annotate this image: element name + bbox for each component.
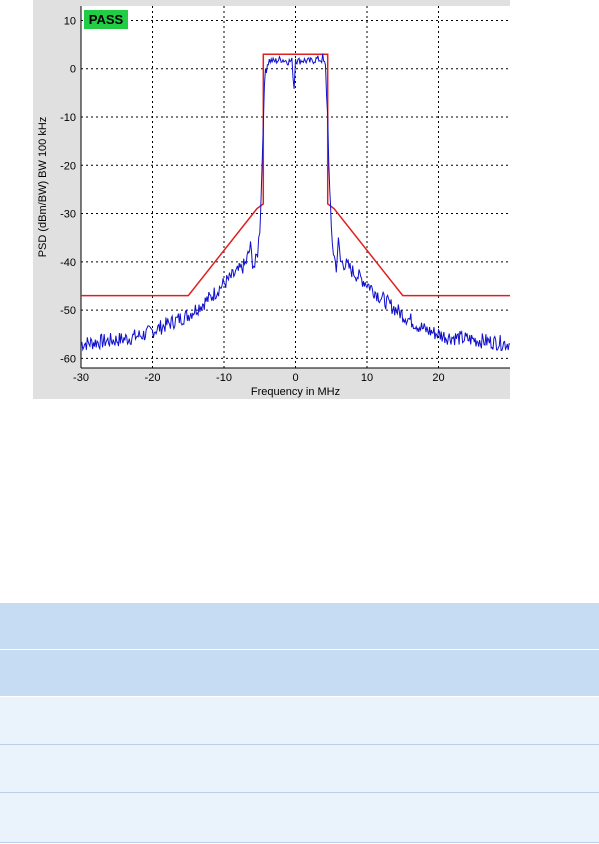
table-row bbox=[0, 793, 599, 843]
table-row bbox=[0, 697, 599, 745]
chart-panel: -30 -20 -10 0 10 20 10 0 -10 -20 -30 -40 -50 -60 PASS F… bbox=[33, 0, 510, 399]
x-tick-label: -30 bbox=[73, 372, 89, 384]
y-tick-label: -10 bbox=[60, 112, 76, 124]
x-tick-label: 0 bbox=[292, 372, 298, 384]
x-tick-label: 20 bbox=[432, 372, 444, 384]
y-tick-label: -30 bbox=[60, 209, 76, 221]
table-header-row bbox=[0, 603, 599, 650]
y-axis-title: PSD (dBm/BW) BW 100 kHz bbox=[37, 117, 49, 258]
data-table bbox=[0, 603, 599, 843]
y-tick-label: -50 bbox=[60, 305, 76, 317]
x-tick-label: 10 bbox=[361, 372, 373, 384]
y-tick-label: 0 bbox=[70, 64, 76, 76]
spectrum-trace bbox=[80, 53, 510, 352]
pass-badge-text: PASS bbox=[89, 12, 124, 27]
x-axis-title: Frequency in MHz bbox=[251, 386, 340, 398]
spectral-mask-line bbox=[81, 53, 510, 297]
y-tick-label: -40 bbox=[60, 257, 76, 269]
psd-chart: -30 -20 -10 0 10 20 10 0 -10 -20 -30 -40 -50 -60 PASS F… bbox=[37, 6, 510, 398]
y-tick-label: 10 bbox=[64, 15, 76, 27]
x-tick-label: -10 bbox=[216, 372, 232, 384]
y-tick-label: -20 bbox=[60, 160, 76, 172]
table-row bbox=[0, 745, 599, 793]
table-header-row bbox=[0, 650, 599, 697]
y-tick-label: -60 bbox=[60, 353, 76, 365]
x-tick-label: -20 bbox=[145, 372, 161, 384]
pass-badge-background bbox=[84, 10, 128, 29]
